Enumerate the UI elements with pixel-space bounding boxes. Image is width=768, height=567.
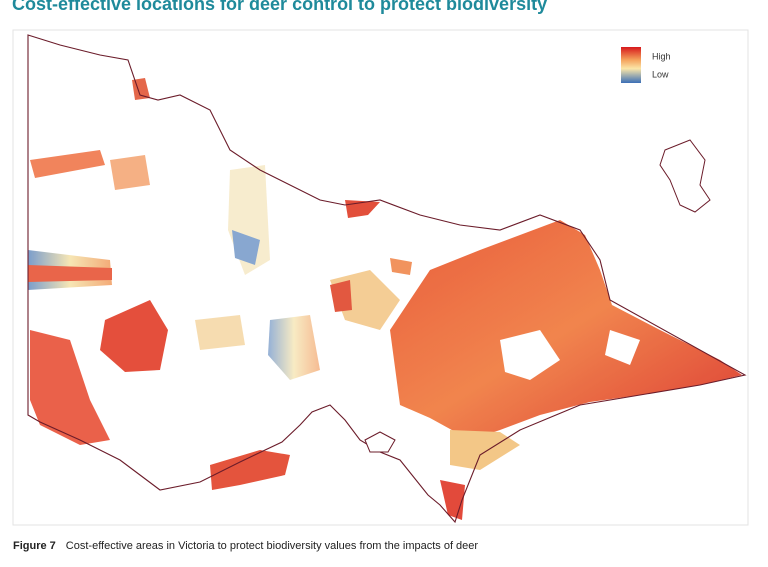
legend: High Low <box>621 47 671 83</box>
figure-label: Figure 7 <box>13 540 56 552</box>
island <box>659 139 711 213</box>
legend-high: High <box>652 51 671 61</box>
legend-colorbar <box>621 47 641 83</box>
legend-low: Low <box>652 69 669 79</box>
caption-text: Cost-effective areas in Victoria to prot… <box>65 540 479 552</box>
map-title: Cost-effective locations for deer contro… <box>12 0 548 14</box>
state-border <box>27 34 747 524</box>
cost-effective-areas <box>28 78 742 520</box>
map: High Low <box>12 29 749 526</box>
caption: Figure 7 Cost-effective areas in Victoria… <box>13 540 478 552</box>
bay <box>364 431 396 453</box>
